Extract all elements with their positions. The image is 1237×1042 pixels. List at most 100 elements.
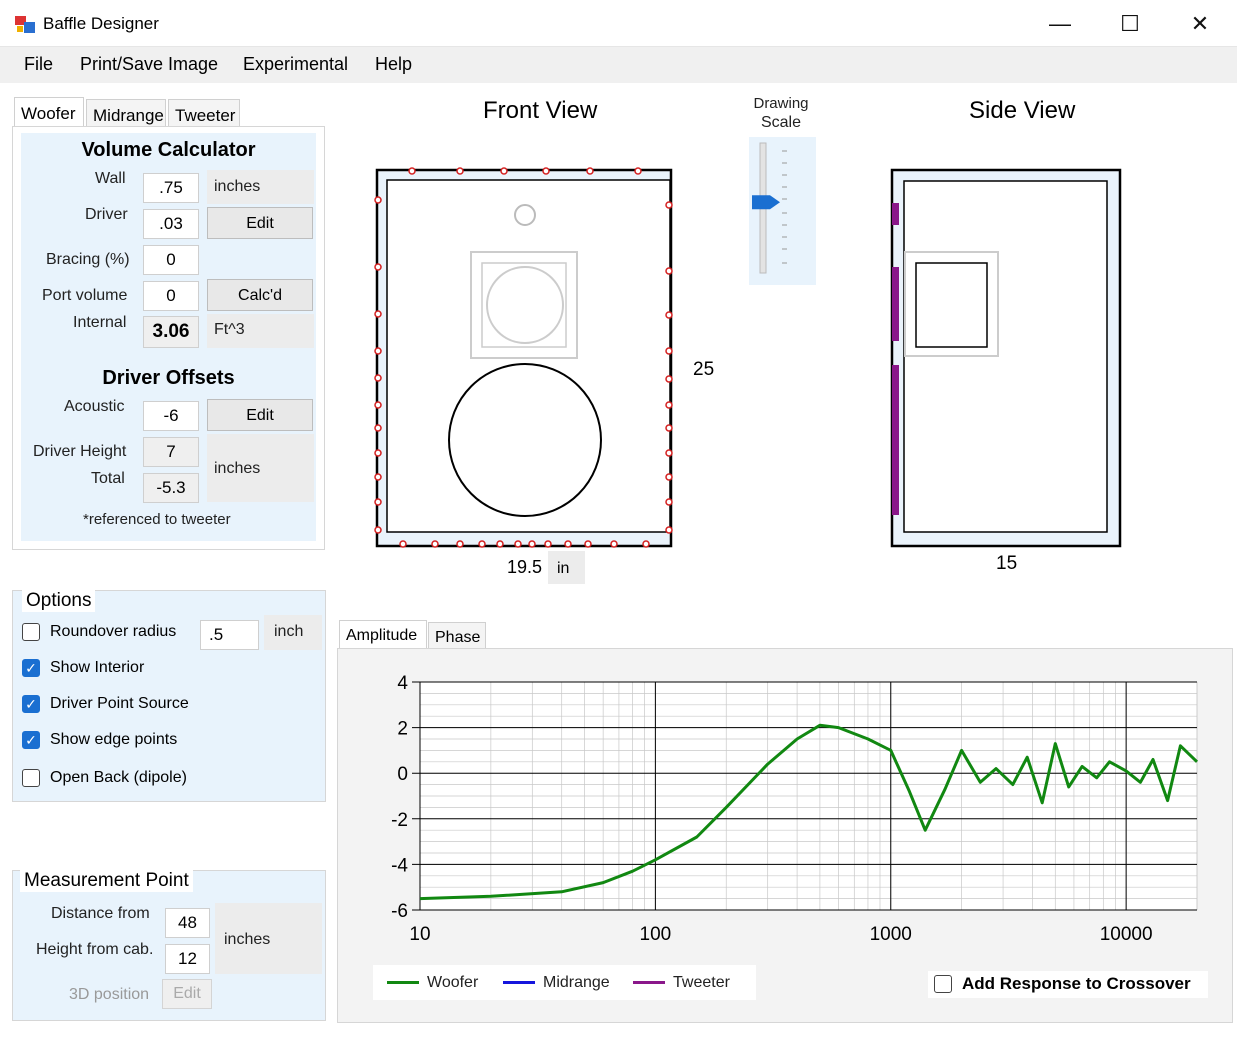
add-response-area — [928, 971, 1208, 998]
roundover-label: Roundover radius — [50, 623, 177, 640]
tab-midrange[interactable]: Midrange — [86, 99, 166, 127]
drawing-scale-label-1: Drawing — [753, 95, 809, 112]
legend-tweeter-label: Tweeter — [673, 974, 730, 991]
distance-label: Distance from — [51, 905, 150, 922]
front-width-value: 19.5 — [507, 557, 543, 577]
tab-phase[interactable]: Phase — [428, 622, 486, 650]
maximize-button[interactable]: ☐ — [1095, 0, 1165, 47]
roundover-unit: inch — [274, 623, 304, 640]
drawing-scale-thumb — [752, 195, 780, 210]
driver-point-source-checkbox[interactable]: ✓ — [22, 695, 40, 713]
front-width-unit-cell — [548, 551, 585, 584]
tweeter-side-mark — [892, 203, 899, 225]
check-icon: ✓ — [25, 732, 37, 748]
x-tick-label: 10000 — [1100, 924, 1153, 945]
bracing-label: Bracing (%) — [46, 251, 130, 268]
height-from-input[interactable]: 12 — [165, 944, 210, 974]
legend-woofer-line — [387, 981, 419, 984]
3d-position-label: 3D position — [69, 986, 150, 1003]
open-back-checkbox[interactable] — [22, 769, 40, 787]
app-icon — [14, 13, 36, 35]
maximize-icon: ☐ — [1120, 10, 1140, 36]
driver-height-value: 7 — [143, 437, 199, 467]
y-tick-label: -4 — [391, 855, 408, 876]
roundover-input[interactable]: .5 — [200, 620, 259, 650]
legend-tweeter-line — [633, 981, 665, 984]
open-back-label: Open Back (dipole) — [50, 769, 187, 786]
port-volume-label: Port volume — [42, 287, 128, 304]
close-button[interactable]: ✕ — [1165, 0, 1235, 47]
show-edge-points-checkbox[interactable]: ✓ — [22, 731, 40, 749]
total-offset-value: -5.3 — [143, 473, 199, 503]
midrange-circle — [486, 266, 564, 344]
minimize-icon: — — [1049, 10, 1071, 36]
internal-volume-value: 3.06 — [143, 316, 199, 348]
distance-input[interactable]: 48 — [165, 908, 210, 938]
tab-tweeter[interactable]: Tweeter — [168, 99, 240, 127]
driver-edit-button[interactable]: Edit — [207, 207, 313, 239]
side-view-title: Side View — [969, 97, 1076, 124]
volume-calculator-title: Volume Calculator — [81, 139, 256, 161]
drawing-scale-slider[interactable] — [749, 137, 816, 285]
acoustic-edit-button[interactable]: Edit — [207, 399, 313, 431]
3d-position-edit-button[interactable]: Edit — [162, 979, 212, 1009]
acoustic-offset-input[interactable]: -6 — [143, 401, 199, 431]
x-tick-label: 100 — [640, 924, 672, 945]
tab-amplitude[interactable]: Amplitude — [339, 620, 427, 650]
window-title: Baffle Designer — [43, 14, 159, 33]
roundover-unit-cell — [264, 615, 322, 650]
edge-points — [374, 167, 673, 548]
menu-experimental[interactable]: Experimental — [243, 54, 349, 74]
roundover-checkbox[interactable] — [22, 623, 40, 641]
wall-unit: inches — [214, 178, 261, 195]
show-edge-points-label: Show edge points — [50, 731, 178, 748]
menu-print-save[interactable]: Print/Save Image — [80, 54, 219, 74]
driver-offsets-title: Driver Offsets — [102, 367, 235, 389]
minimize-button[interactable]: — — [1025, 0, 1095, 47]
legend-midrange-label: Midrange — [543, 974, 610, 991]
port-volume-input[interactable]: 0 — [143, 281, 199, 311]
series-line-woofer — [419, 723, 1199, 901]
woofer-circle — [448, 363, 602, 517]
midrange-side-mark — [892, 267, 899, 341]
midrange-frame-inner — [481, 262, 567, 348]
height-from-label: Height from cab. — [36, 941, 154, 958]
drawing-scale-label-2: Scale — [760, 114, 802, 131]
y-tick-label: -2 — [391, 810, 408, 831]
measurement-unit-cell — [215, 903, 322, 974]
front-baffle-inner — [386, 179, 671, 533]
driver-point-source-label: Driver Point Source — [50, 695, 189, 712]
menu-bar — [0, 47, 1237, 83]
wall-input[interactable]: .75 — [143, 173, 199, 203]
bracing-input[interactable]: 0 — [143, 245, 199, 275]
measurement-title: Measurement Point — [20, 870, 193, 892]
offset-unit-cell — [207, 434, 314, 502]
y-tick-label: 0 — [397, 764, 408, 785]
add-response-label: Add Response to Crossover — [962, 974, 1191, 993]
menu-file[interactable]: File — [24, 54, 54, 74]
measurement-unit: inches — [224, 931, 271, 948]
internal-label: Internal — [73, 314, 127, 331]
y-tick-label: 2 — [397, 719, 408, 740]
show-interior-label: Show Interior — [50, 659, 145, 676]
add-response-checkbox[interactable] — [934, 975, 952, 993]
legend-woofer-label: Woofer — [427, 974, 479, 991]
title-bar — [0, 0, 1237, 47]
legend-midrange-line — [503, 981, 535, 984]
front-view-title: Front View — [483, 97, 598, 124]
tab-woofer[interactable]: Woofer — [14, 97, 84, 127]
drawing-scale-track — [752, 142, 787, 274]
driver-height-label: Driver Height — [33, 443, 127, 460]
tweeter-circle — [514, 204, 536, 226]
offset-note: *referenced to tweeter — [83, 511, 231, 528]
y-tick-label: -6 — [391, 901, 408, 922]
midrange-frame-outer — [470, 251, 578, 359]
show-interior-checkbox[interactable]: ✓ — [22, 659, 40, 677]
check-icon: ✓ — [25, 696, 37, 712]
menu-help[interactable]: Help — [375, 54, 413, 74]
y-tick-label: 4 — [397, 673, 408, 694]
driver-input[interactable]: .03 — [143, 209, 199, 239]
side-depth-value: 15 — [996, 553, 1018, 574]
midrange-enclosure-inner — [915, 262, 988, 348]
port-calcd-button[interactable]: Calc'd — [207, 279, 313, 311]
